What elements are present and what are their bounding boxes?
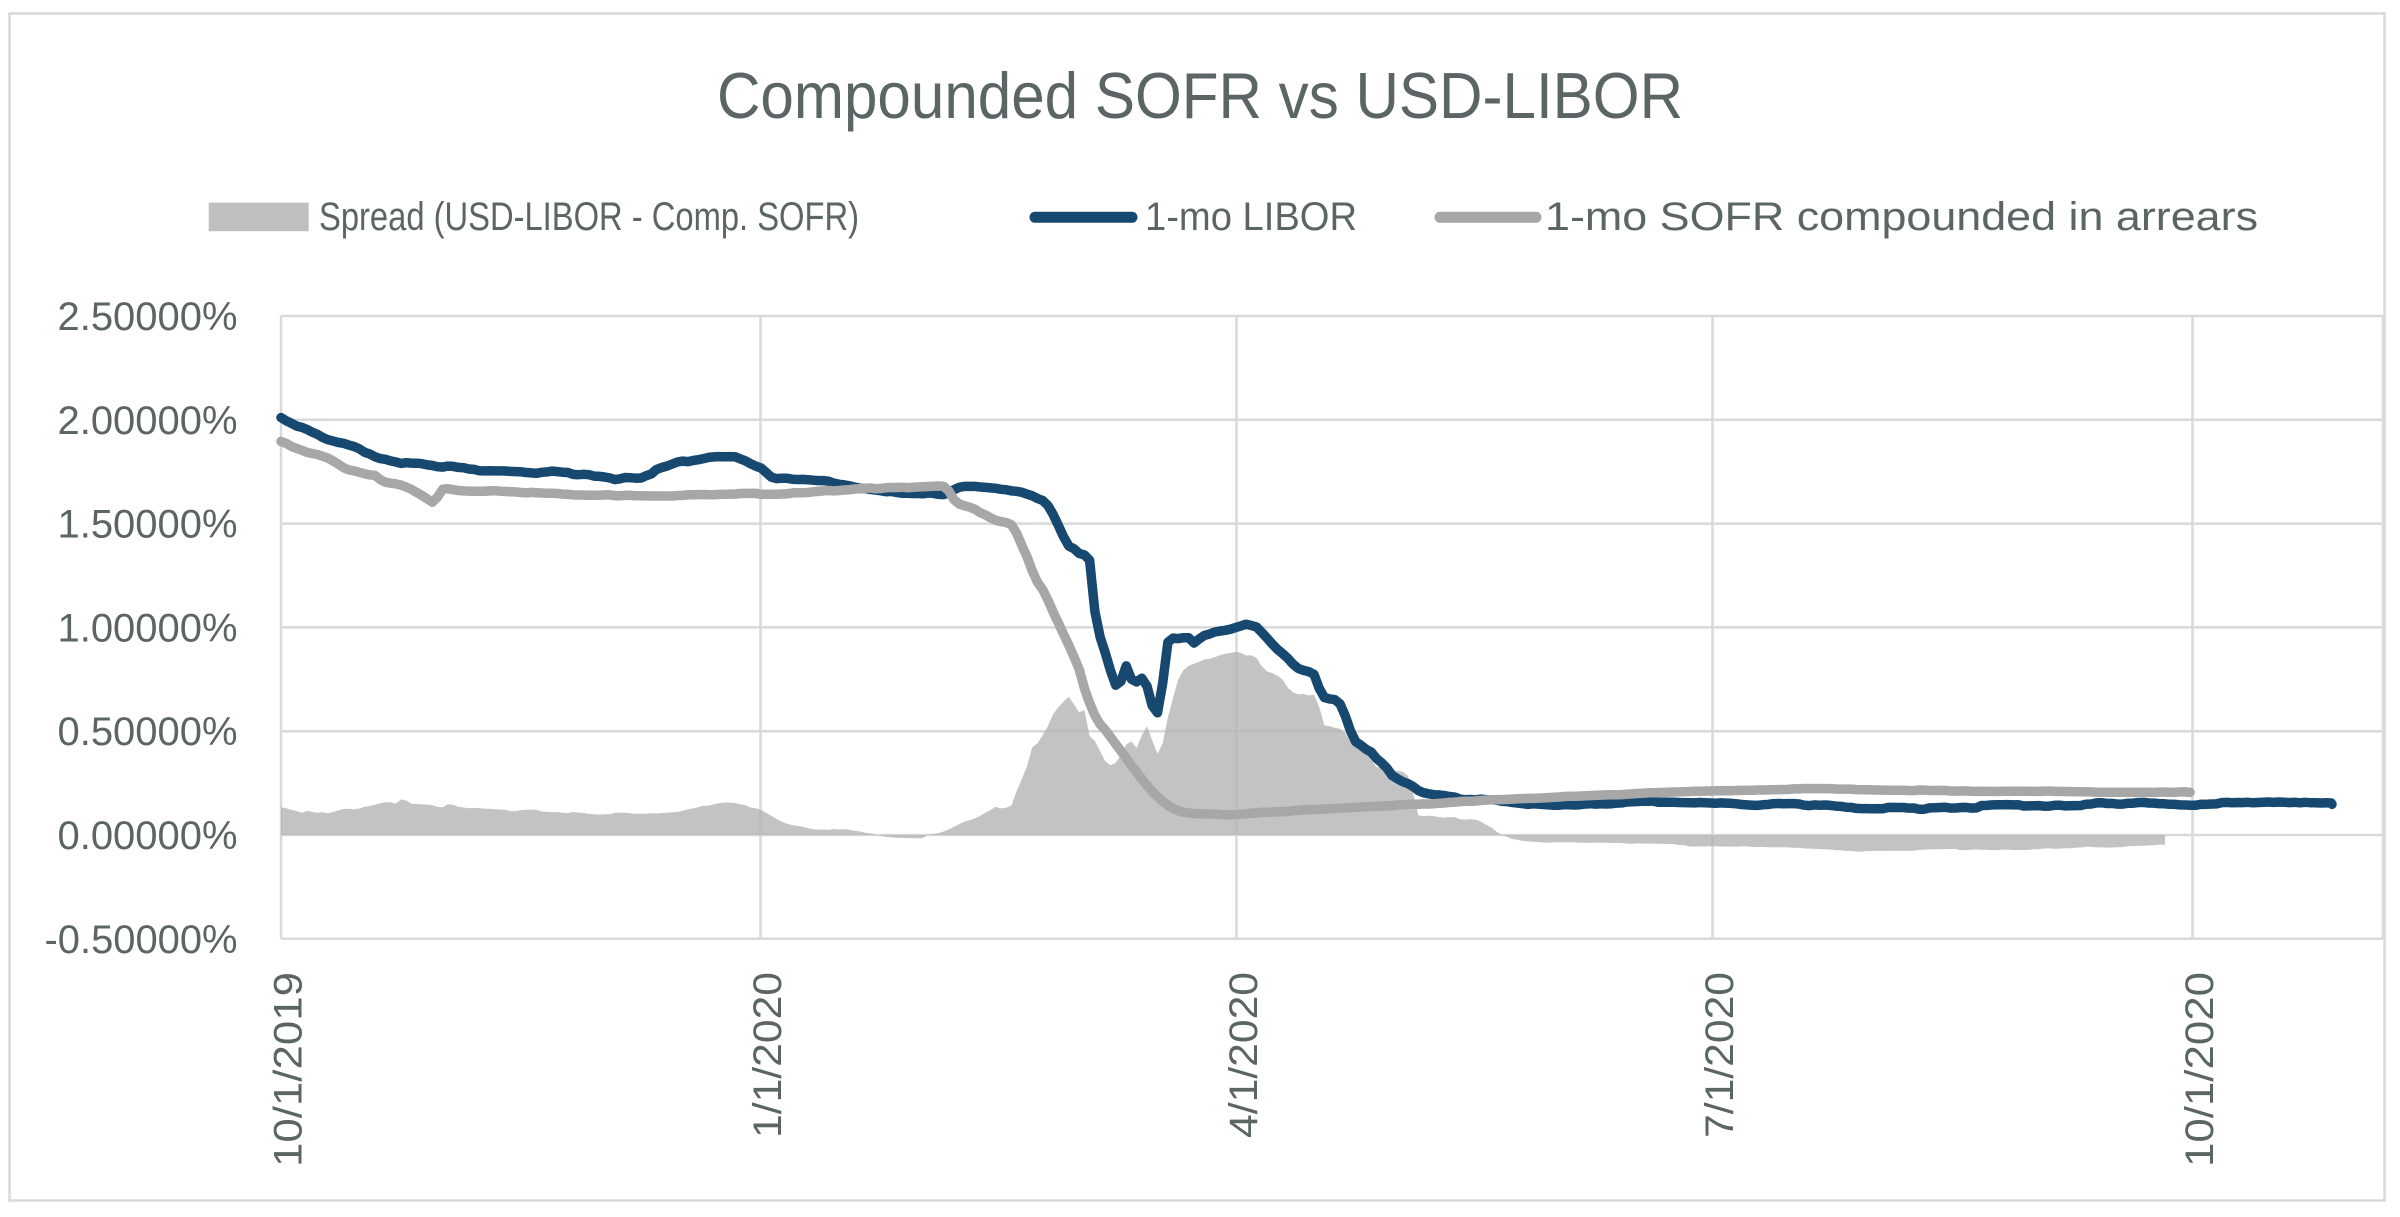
svg-text:10/1/2020: 10/1/2020 [2178,972,2222,1167]
svg-text:1-mo LIBOR: 1-mo LIBOR [1145,195,1357,239]
svg-text:Compounded SOFR vs USD-LIBOR: Compounded SOFR vs USD-LIBOR [717,59,1683,132]
svg-text:1-mo SOFR compounded in arrear: 1-mo SOFR compounded in arrears [1545,195,2258,239]
svg-text:0.50000%: 0.50000% [58,710,238,754]
svg-text:1.00000%: 1.00000% [58,606,238,650]
svg-text:4/1/2020: 4/1/2020 [1222,972,1266,1138]
svg-text:0.00000%: 0.00000% [58,814,238,858]
svg-text:7/1/2020: 7/1/2020 [1698,972,1742,1138]
svg-text:2.50000%: 2.50000% [58,295,238,339]
svg-text:1.50000%: 1.50000% [58,503,238,547]
svg-text:10/1/2019: 10/1/2019 [267,972,311,1167]
svg-text:2.00000%: 2.00000% [58,399,238,443]
svg-text:1/1/2020: 1/1/2020 [746,972,790,1138]
svg-text:Spread (USD-LIBOR - Comp. SOFR: Spread (USD-LIBOR - Comp. SOFR) [319,195,859,239]
svg-text:-0.50000%: -0.50000% [45,918,238,962]
